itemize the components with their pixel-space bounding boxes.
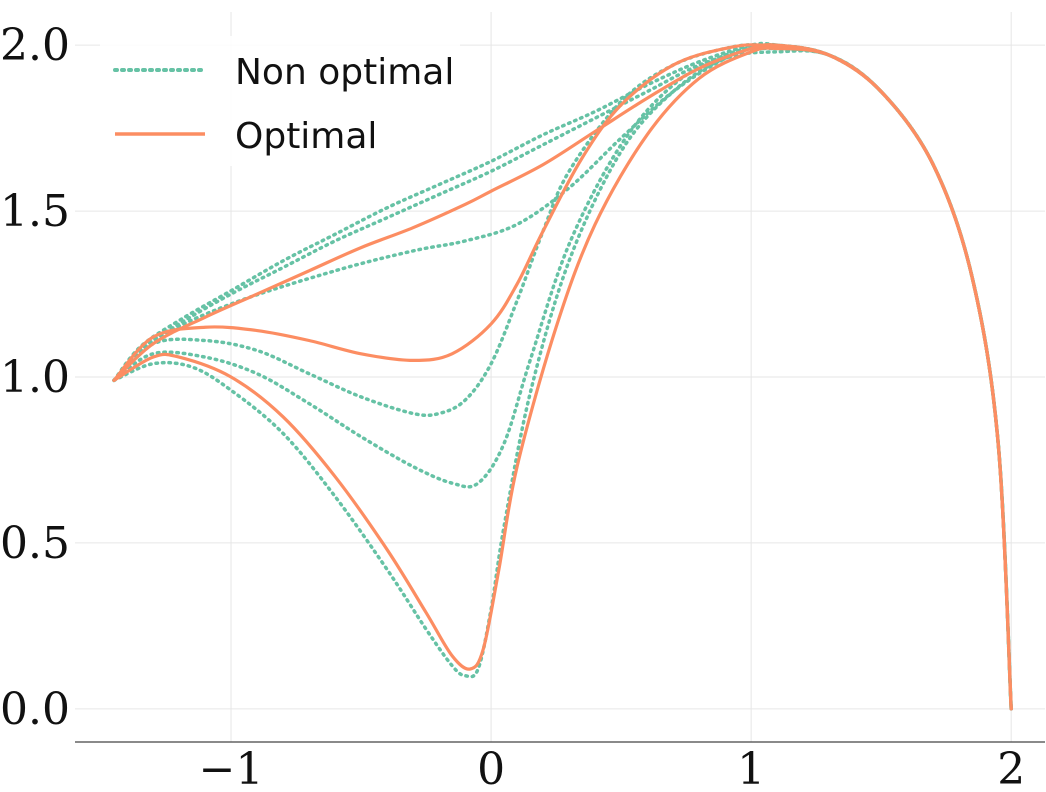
- series-layer: [112, 41, 1013, 711]
- x-tick-label-3: 2: [997, 744, 1025, 792]
- grid-lines: [75, 12, 1045, 742]
- y-tick-labels: 0.0 0.5 1.0 1.5 2.0: [0, 20, 70, 735]
- legend-background: [100, 36, 460, 166]
- x-tick-label-1: 0: [477, 744, 505, 792]
- x-tick-labels: −1 0 1 2: [199, 744, 1026, 792]
- x-tick-label-0: −1: [199, 744, 264, 792]
- legend-label-optimal: Optimal: [235, 116, 377, 157]
- legend: Non optimal Optimal: [100, 36, 460, 166]
- y-tick-label-4: 2.0: [0, 20, 70, 71]
- y-tick-label-0: 0.0: [0, 684, 70, 735]
- series-line-optimal-8: [112, 46, 1013, 711]
- y-tick-label-2: 1.0: [0, 352, 70, 403]
- y-tick-label-1: 0.5: [0, 518, 70, 569]
- legend-label-non-optimal: Non optimal: [235, 52, 454, 93]
- x-tick-label-2: 1: [737, 744, 765, 792]
- y-tick-label-3: 1.5: [0, 186, 70, 237]
- series-line-non-optimal-0: [112, 41, 1013, 711]
